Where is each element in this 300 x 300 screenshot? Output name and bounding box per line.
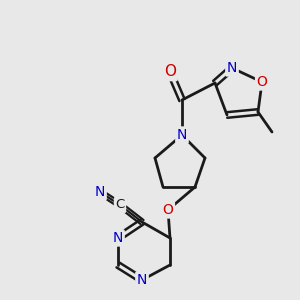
Text: N: N <box>113 231 123 245</box>
Text: O: O <box>256 75 267 89</box>
Text: O: O <box>164 64 176 80</box>
Text: N: N <box>227 61 237 75</box>
Text: N: N <box>177 128 187 142</box>
Text: N: N <box>95 185 105 199</box>
Text: O: O <box>163 203 173 217</box>
Text: C: C <box>116 199 124 212</box>
Text: N: N <box>137 273 147 287</box>
